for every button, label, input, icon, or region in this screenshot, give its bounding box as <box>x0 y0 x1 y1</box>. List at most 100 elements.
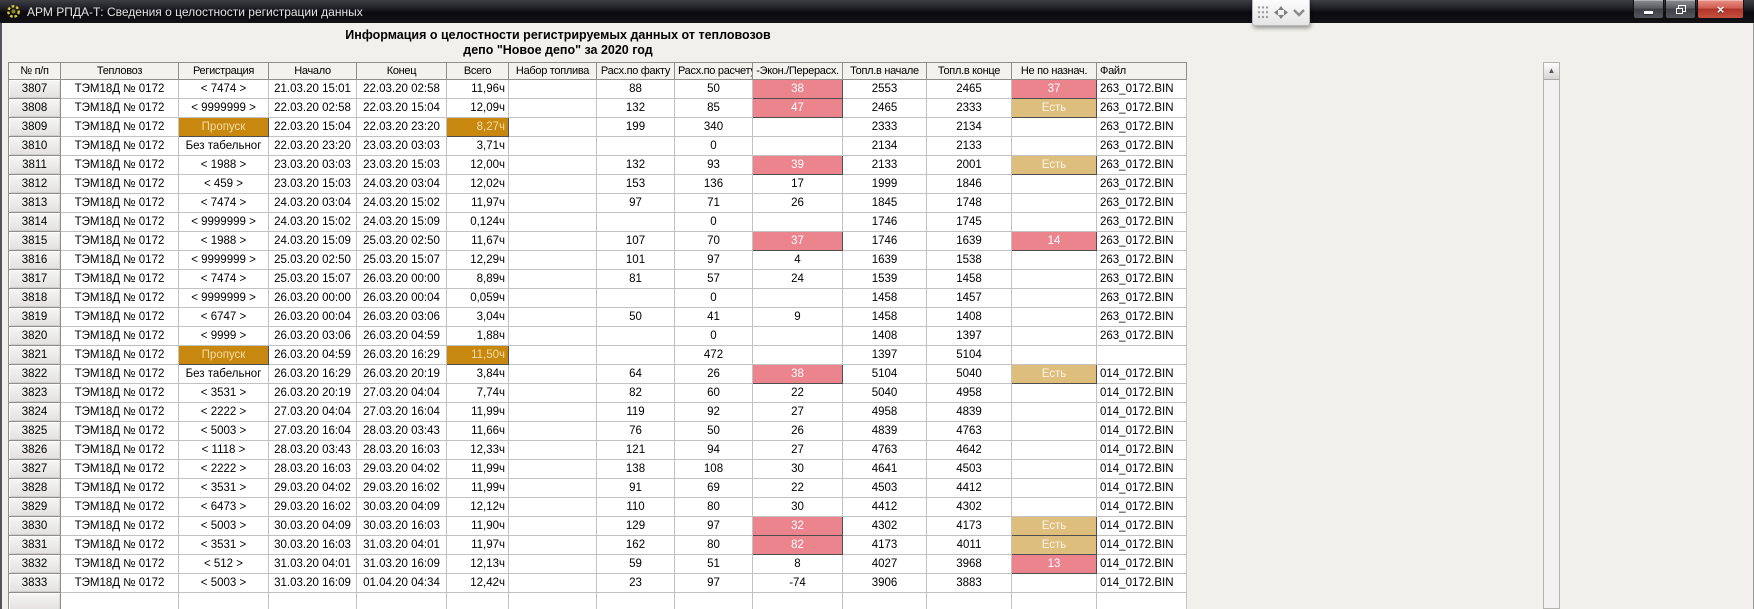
cell-misuse <box>1011 193 1097 213</box>
cell-start: 31.03.20 04:01 <box>268 554 357 574</box>
row-header-button[interactable]: 3817 <box>8 269 61 289</box>
cell-econ-overrun: 26 <box>752 193 843 213</box>
column-header-fuel-begin[interactable]: Топл.в начале <box>842 62 927 80</box>
cell-fuel-begin: 1397 <box>842 345 927 365</box>
row-header-button[interactable]: 3813 <box>8 193 61 213</box>
cell-fuel-begin: 1746 <box>842 212 927 232</box>
row-header-button[interactable]: 3832 <box>8 554 61 574</box>
cell-start: 22.03.20 02:58 <box>268 98 357 118</box>
titlebar[interactable]: АРМ РПДА-Т: Сведения о целостности регис… <box>0 0 1754 23</box>
cell-consumption-fact: 97 <box>596 193 675 213</box>
row-header-button[interactable]: 3828 <box>8 478 61 498</box>
cell-end: 24.03.20 15:09 <box>356 212 447 232</box>
cell-consumption-calc: 94 <box>674 440 753 460</box>
arrow-up-icon: ▲ <box>1547 66 1556 75</box>
scroll-up-button[interactable]: ▲ <box>1544 63 1559 80</box>
cell-file: 263_0172.BIN <box>1096 307 1187 327</box>
row-header-button[interactable]: 3831 <box>8 535 61 555</box>
cell-misuse <box>1011 573 1097 593</box>
column-header-file[interactable]: Файл <box>1096 62 1187 80</box>
row-header-button[interactable]: 3821 <box>8 345 61 365</box>
row-header-button[interactable]: 3816 <box>8 250 61 270</box>
column-header-misuse[interactable]: Не по назнач. <box>1011 62 1097 80</box>
cell-end: 26.03.20 03:06 <box>356 307 447 327</box>
column-header-fuel-load[interactable]: Набор топлива <box>508 62 597 80</box>
cell-registration: < 5003 > <box>178 573 269 593</box>
cell-econ-overrun <box>752 288 843 308</box>
cell-start: 24.03.20 03:04 <box>268 193 357 213</box>
cell-fuel-begin: 1539 <box>842 269 927 289</box>
cell-fuel-load <box>508 535 597 555</box>
column-header-consumption-calc[interactable]: Расх.по расчету <box>674 62 753 80</box>
cell-fuel-begin: 1458 <box>842 288 927 308</box>
row-header-button[interactable]: 3830 <box>8 516 61 536</box>
cell-misuse <box>1011 497 1097 517</box>
row-header-button[interactable]: 3811 <box>8 155 61 175</box>
column-header-consumption-fact[interactable]: Расх.по факту <box>596 62 675 80</box>
cell-consumption-fact: 121 <box>596 440 675 460</box>
cell-misuse <box>1011 440 1097 460</box>
row-header-button[interactable]: 3807 <box>8 79 61 99</box>
drag-handle-icon[interactable] <box>1257 5 1269 20</box>
row-header-button[interactable]: 3827 <box>8 459 61 479</box>
cell-loco: ТЭМ18Д № 0172 <box>60 117 179 137</box>
cell-start: 27.03.20 16:04 <box>268 421 357 441</box>
column-header-registration[interactable]: Регистрация <box>178 62 269 80</box>
row-header-button[interactable]: 3833 <box>8 573 61 593</box>
row-header-button[interactable]: 3826 <box>8 440 61 460</box>
window-title: АРМ РПДА-Т: Сведения о целостности регис… <box>27 4 363 19</box>
cell-end: 23.03.20 15:03 <box>356 155 447 175</box>
restore-button[interactable] <box>1665 0 1696 19</box>
cell-econ-overrun: 9 <box>752 307 843 327</box>
column-header-end[interactable]: Конец <box>356 62 447 80</box>
cell-consumption-calc: 85 <box>674 98 753 118</box>
cell-fuel-load <box>508 307 597 327</box>
cell-loco: ТЭМ18Д № 0172 <box>60 193 179 213</box>
cell-consumption-calc: 50 <box>674 421 753 441</box>
row-header-button[interactable]: 3820 <box>8 326 61 346</box>
table-row: 3821 ТЭМ18Д № 0172 Пропуск 26.03.20 04:59 26… <box>8 345 1187 365</box>
cell-misuse <box>1011 402 1097 422</box>
app-icon <box>6 4 21 19</box>
row-header-button[interactable]: 3822 <box>8 364 61 384</box>
cell-consumption-fact: 50 <box>596 307 675 327</box>
column-header-fuel-end[interactable]: Топл.в конце <box>926 62 1012 80</box>
cell-start: 28.03.20 16:03 <box>268 459 357 479</box>
column-header-loco[interactable]: Тепловоз <box>60 62 179 80</box>
cell-file: 263_0172.BIN <box>1096 155 1187 175</box>
row-header-button[interactable]: 3824 <box>8 402 61 422</box>
row-header-button[interactable]: 3814 <box>8 212 61 232</box>
row-header-button[interactable]: 3825 <box>8 421 61 441</box>
row-header-button[interactable] <box>8 592 61 609</box>
row-header-button[interactable]: 3808 <box>8 98 61 118</box>
cell-loco: ТЭМ18Д № 0172 <box>60 269 179 289</box>
table-row: 3810 ТЭМ18Д № 0172 Без табельног 22.03.20 2… <box>8 136 1187 156</box>
row-header-button[interactable]: 3810 <box>8 136 61 156</box>
row-header-button[interactable]: 3819 <box>8 307 61 327</box>
column-header-econ-overrun[interactable]: -Экон./Перерасх. <box>752 62 843 80</box>
expand-arrows-icon[interactable] <box>1274 6 1288 19</box>
row-header-button[interactable]: 3823 <box>8 383 61 403</box>
column-header-total[interactable]: Всего <box>446 62 509 80</box>
cell-fuel-load <box>508 554 597 574</box>
row-header-button[interactable]: 3829 <box>8 497 61 517</box>
row-header-button[interactable]: 3812 <box>8 174 61 194</box>
client-area: Информация о целостности регистрируемых … <box>0 23 1754 609</box>
row-header-button[interactable]: 3818 <box>8 288 61 308</box>
minimize-button[interactable] <box>1633 0 1664 19</box>
cell-start: 25.03.20 15:07 <box>268 269 357 289</box>
vertical-scrollbar[interactable]: ▲ <box>1543 62 1560 609</box>
row-header-button[interactable]: 3809 <box>8 117 61 137</box>
cell-total: 8,27ч <box>446 117 509 137</box>
chevron-down-icon[interactable] <box>1293 8 1305 17</box>
close-button[interactable]: × <box>1697 0 1744 19</box>
cell-fuel-begin: 1408 <box>842 326 927 346</box>
table-row: 3832 ТЭМ18Д № 0172 < 512 >31.03.20 04:01 31… <box>8 554 1187 574</box>
column-header-num[interactable]: № п/п <box>8 62 61 80</box>
cell-total: 11,99ч <box>446 459 509 479</box>
row-header-button[interactable]: 3815 <box>8 231 61 251</box>
column-header-start[interactable]: Начало <box>268 62 357 80</box>
cell-start: 26.03.20 03:06 <box>268 326 357 346</box>
cell-fuel-begin: 5104 <box>842 364 927 384</box>
cell-registration: Пропуск <box>178 345 269 365</box>
